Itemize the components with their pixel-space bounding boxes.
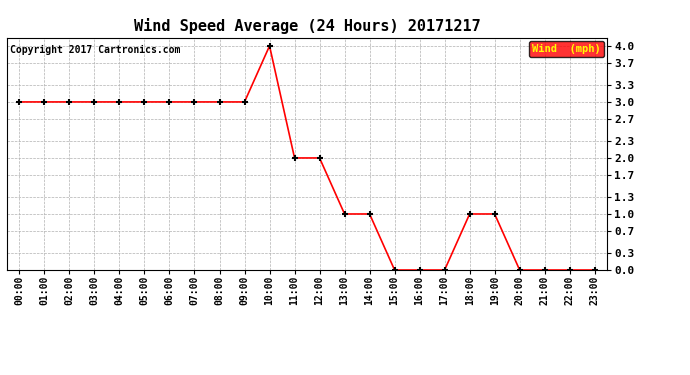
Legend: Wind  (mph): Wind (mph) xyxy=(529,40,604,57)
Text: Copyright 2017 Cartronics.com: Copyright 2017 Cartronics.com xyxy=(10,45,180,54)
Title: Wind Speed Average (24 Hours) 20171217: Wind Speed Average (24 Hours) 20171217 xyxy=(134,18,480,33)
